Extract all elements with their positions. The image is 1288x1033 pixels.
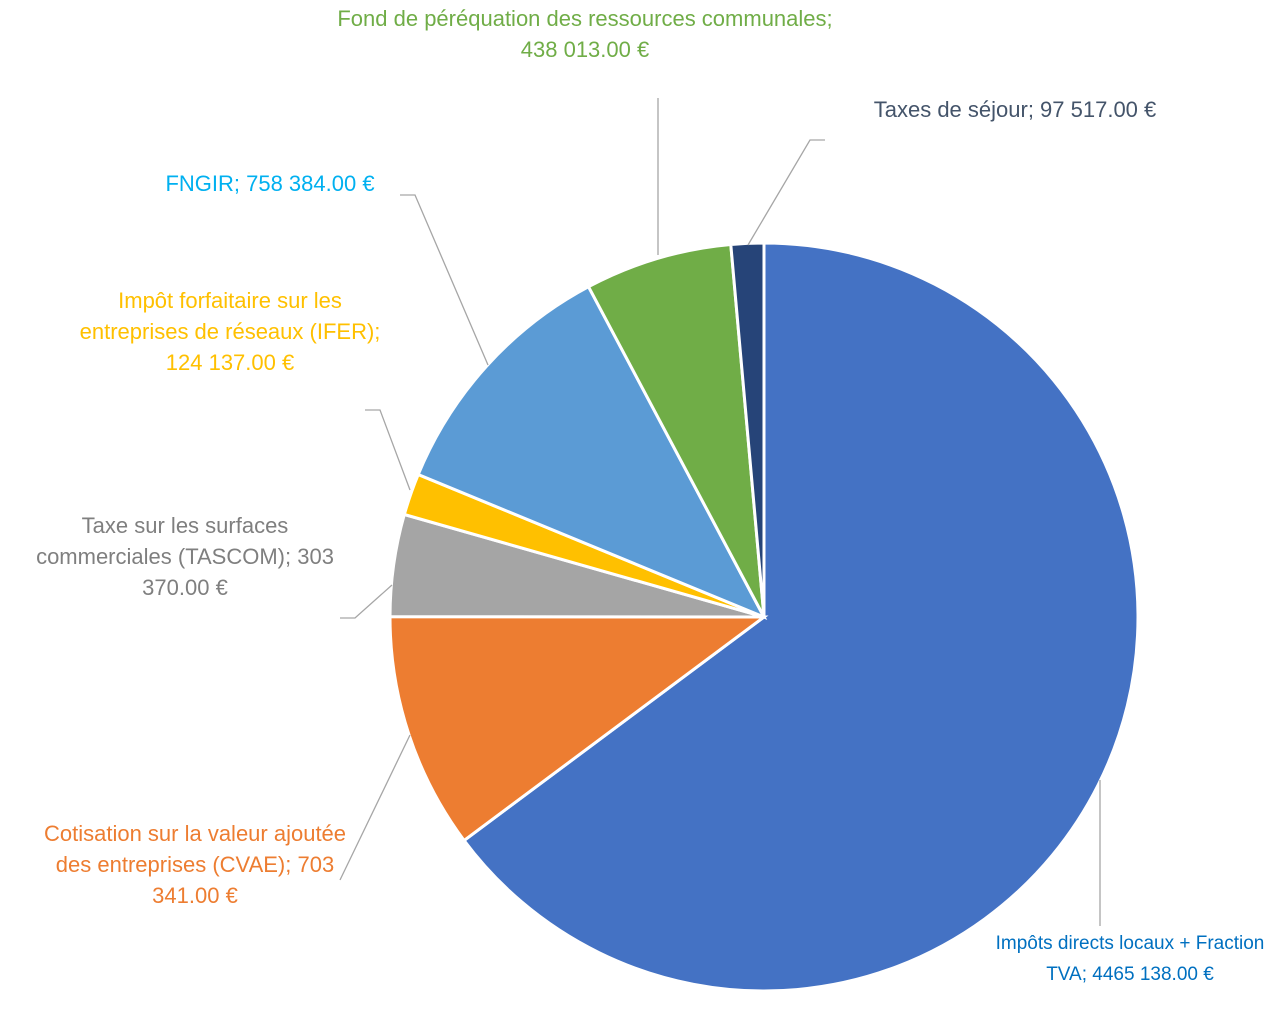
data-label: Impôt forfaitaire sur les entreprises de… bbox=[79, 288, 381, 375]
leader-line bbox=[339, 734, 411, 881]
leader-line bbox=[365, 409, 411, 491]
leader-line bbox=[400, 194, 489, 366]
data-label: Cotisation sur la valeur ajoutée des ent… bbox=[43, 821, 347, 908]
data-label: FNGIR; 758 384.00 € bbox=[165, 171, 375, 196]
pie-slice bbox=[462, 241, 1140, 993]
pie-slice bbox=[388, 615, 769, 843]
data-label: Fond de péréquation des ressources commu… bbox=[337, 6, 833, 62]
data-label: Taxes de séjour; 97 517.00 € bbox=[873, 97, 1157, 122]
pie-slice bbox=[586, 242, 766, 618]
pie-slice bbox=[416, 284, 768, 620]
data-label: Impôts directs locaux + Fraction TVA; 44… bbox=[995, 933, 1265, 985]
pie-slice bbox=[729, 241, 766, 618]
leader-line bbox=[340, 584, 393, 619]
leader-line bbox=[747, 139, 825, 246]
data-label: Taxe sur les surfaces commerciales (TASC… bbox=[36, 513, 334, 600]
